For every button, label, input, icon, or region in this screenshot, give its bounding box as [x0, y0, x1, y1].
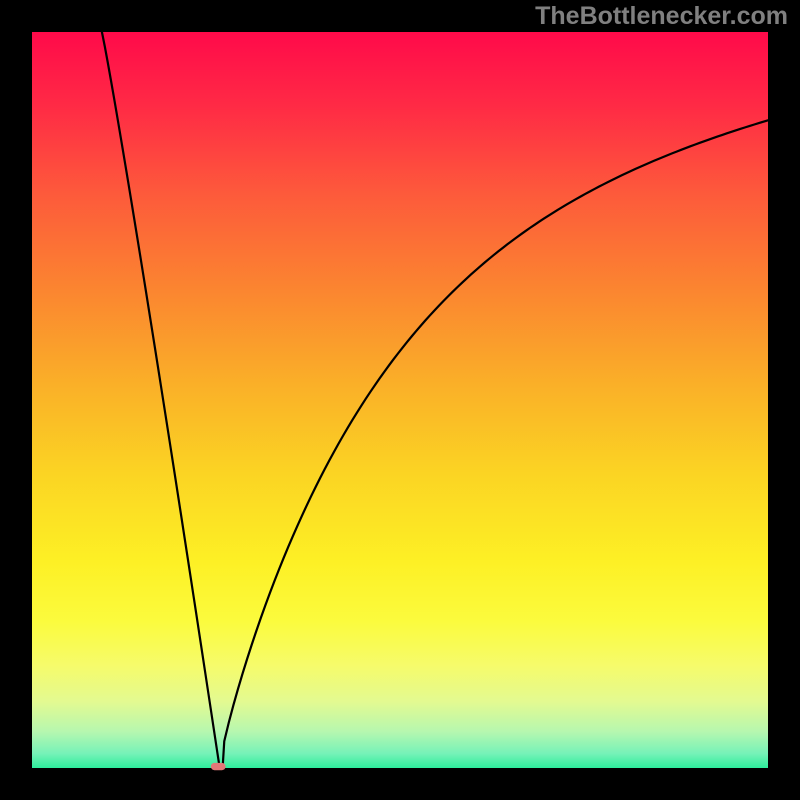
optimal-marker [211, 763, 226, 770]
bottleneck-chart [0, 0, 800, 800]
chart-container: TheBottlenecker.com [0, 0, 800, 800]
plot-background [32, 32, 768, 768]
watermark-text: TheBottlenecker.com [535, 2, 788, 31]
